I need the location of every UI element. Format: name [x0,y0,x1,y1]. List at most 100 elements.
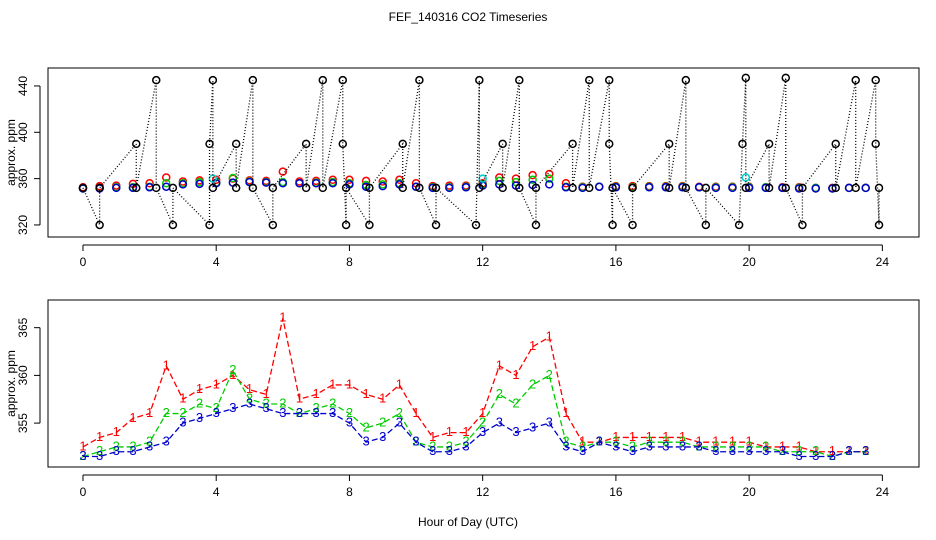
point-marker: 2 [562,434,569,449]
point-marker: 2 [279,395,286,410]
point-marker: 1 [779,438,786,453]
point [415,183,424,193]
point [78,183,88,193]
point-marker: 1 [596,434,603,449]
point [365,183,374,193]
point [528,175,537,185]
point-marker: 3 [696,438,703,453]
point [398,139,407,149]
point-marker: 3 [479,424,486,439]
point-marker: 3 [229,400,236,415]
point [178,180,188,189]
point-marker: 2 [446,438,453,453]
point-marker: 2 [462,434,469,449]
point [278,167,288,176]
point [208,75,218,85]
point [168,183,178,193]
point [231,183,241,193]
point-marker: 1 [845,443,852,458]
plot-frame [47,67,920,238]
y-axis-label: approx. ppm [4,119,18,186]
point [874,183,884,193]
point-marker: 2 [829,448,836,463]
point-marker: 2 [313,400,320,415]
point [734,220,744,230]
point-marker: 1 [113,424,120,439]
point-marker: 3 [379,429,386,444]
point-marker: 2 [146,434,153,449]
point [701,220,711,230]
point-marker: 1 [662,429,669,444]
point-marker: 3 [79,448,86,463]
y-tick-label: 360 [16,168,30,188]
point [231,139,241,149]
point-marker: 3 [829,448,836,463]
point [475,75,484,85]
point-marker: 3 [179,415,186,430]
point-marker: 3 [629,443,636,458]
point-marker: 3 [729,443,736,458]
point-marker: 2 [213,400,220,415]
x-tick-label: 16 [609,485,623,499]
point-marker: 2 [496,386,503,401]
point [568,139,577,149]
point [681,75,691,85]
point-marker: 1 [79,438,86,453]
point [871,139,880,149]
chart-title: FEF_140316 CO2 Timeseries [389,10,548,24]
point [431,220,441,230]
point [515,75,524,85]
point-marker: 2 [629,438,636,453]
point [741,183,751,193]
x-tick-label: 0 [80,485,87,499]
point-marker: 2 [845,443,852,458]
point-marker: 3 [762,443,769,458]
point-marker: 3 [263,400,270,415]
point [278,179,288,188]
x-tick-label: 4 [213,485,220,499]
point-marker: 3 [529,419,536,434]
point-marker: 1 [646,429,653,444]
point [851,75,860,85]
point-marker: 3 [213,405,220,420]
point-marker: 1 [462,424,469,439]
point [741,173,751,182]
point-marker: 1 [179,391,186,406]
point [398,183,407,193]
series-line [82,317,866,453]
point [261,178,271,187]
point [132,139,141,149]
point-marker: 1 [529,338,536,353]
point-marker: 3 [845,443,852,458]
point-marker: 1 [746,434,753,449]
point [681,183,691,193]
x-tick-label: 12 [476,255,490,269]
point [874,220,884,230]
point [208,183,218,193]
point [545,180,554,189]
point [831,139,840,149]
point [471,220,481,230]
point [738,139,747,149]
point [95,220,104,230]
point-marker: 1 [362,386,369,401]
point-marker: 3 [346,415,353,430]
point-marker: 1 [862,443,869,458]
x-tick-label: 12 [476,485,490,499]
point [161,179,171,188]
point [415,75,424,85]
x-tick-label: 24 [876,255,890,269]
point [604,75,614,85]
point [561,179,571,188]
point-marker: 3 [746,443,753,458]
point-marker: 2 [246,391,253,406]
point-marker: 1 [213,376,220,391]
point [781,183,791,193]
point-marker: 1 [263,386,270,401]
x-tick-label: 8 [346,485,353,499]
point-marker: 2 [646,434,653,449]
point-marker: 2 [679,434,686,449]
point [701,183,711,193]
